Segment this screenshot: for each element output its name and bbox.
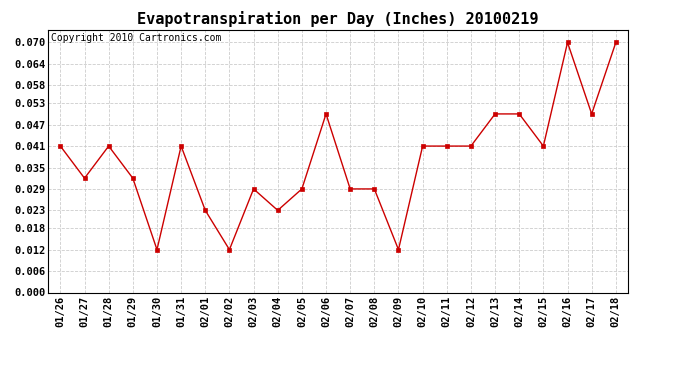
Text: Copyright 2010 Cartronics.com: Copyright 2010 Cartronics.com — [51, 33, 221, 43]
Title: Evapotranspiration per Day (Inches) 20100219: Evapotranspiration per Day (Inches) 2010… — [137, 12, 539, 27]
